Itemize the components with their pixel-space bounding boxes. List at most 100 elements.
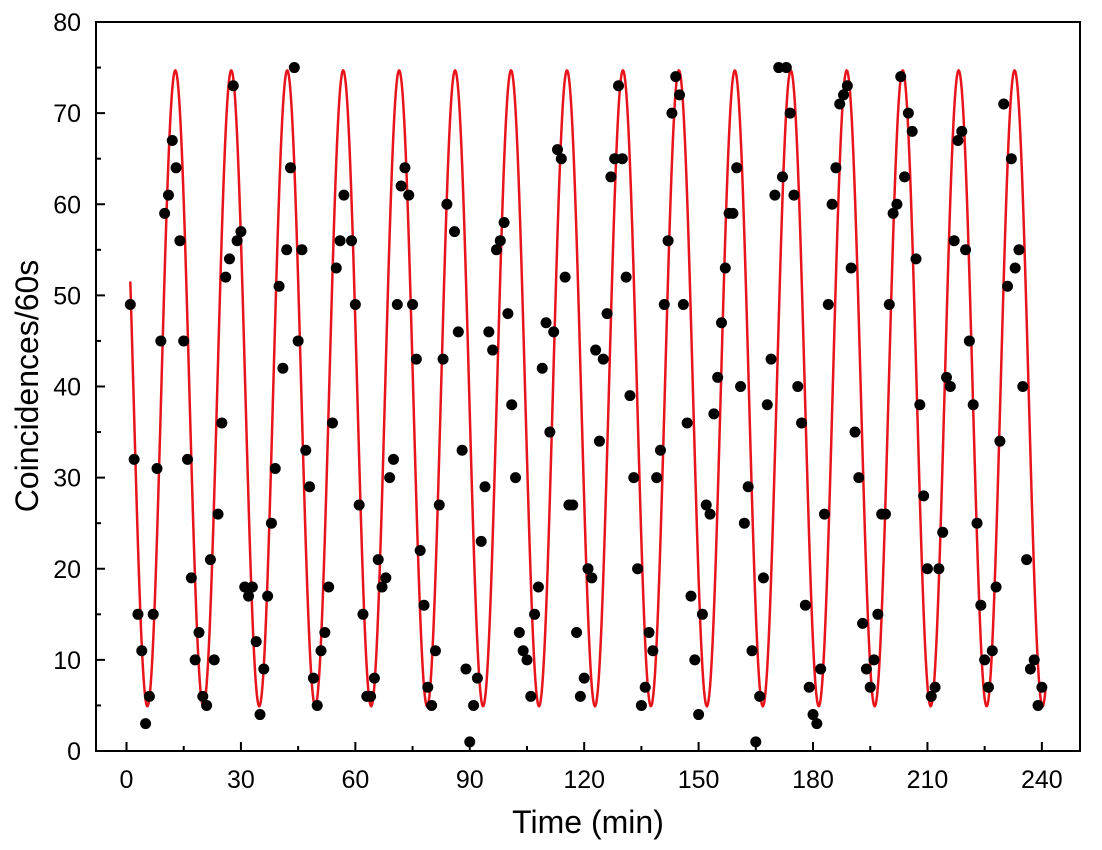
- data-point: [220, 271, 232, 283]
- data-point: [178, 335, 190, 347]
- data-point: [807, 709, 819, 721]
- data-point: [1036, 681, 1048, 693]
- x-tick-labels: 0 30 60 90 120 150 180 210 240: [120, 766, 1063, 794]
- data-point: [315, 645, 327, 657]
- data-point: [441, 198, 453, 210]
- data-point: [517, 645, 529, 657]
- data-point: [536, 362, 548, 374]
- data-point: [296, 244, 308, 256]
- data-point: [197, 690, 209, 702]
- data-point: [918, 490, 930, 502]
- x-tick-label: 240: [1021, 766, 1063, 794]
- data-point: [769, 189, 781, 201]
- data-point: [307, 672, 319, 684]
- data-point: [468, 699, 480, 711]
- data-point: [613, 80, 625, 92]
- data-point: [1017, 381, 1029, 392]
- y-tick-label: 10: [53, 647, 81, 675]
- data-point: [849, 426, 861, 438]
- data-point: [346, 235, 358, 247]
- data-point: [174, 235, 186, 247]
- x-tick-label: 0: [120, 766, 134, 794]
- data-point: [788, 189, 800, 201]
- data-point: [929, 681, 941, 693]
- data-point: [872, 608, 884, 620]
- data-point: [712, 371, 724, 383]
- data-point: [365, 690, 377, 702]
- ticks-layer: [96, 21, 1043, 752]
- data-point: [895, 71, 907, 83]
- data-point: [227, 80, 239, 92]
- data-point: [151, 463, 163, 475]
- data-point: [674, 89, 686, 101]
- data-point: [670, 71, 682, 83]
- data-point: [273, 280, 285, 292]
- data-point: [510, 472, 522, 484]
- data-point: [780, 62, 792, 74]
- data-point: [353, 499, 365, 511]
- data-point: [380, 572, 392, 584]
- data-point: [395, 180, 407, 192]
- data-point: [914, 399, 926, 411]
- data-point: [662, 235, 674, 247]
- data-point: [948, 235, 960, 247]
- data-point: [128, 453, 140, 465]
- data-point: [193, 627, 205, 639]
- data-point: [269, 463, 281, 475]
- data-point: [334, 235, 346, 247]
- data-point: [681, 417, 693, 429]
- data-point: [578, 672, 590, 684]
- data-point: [254, 709, 266, 721]
- data-point: [761, 399, 773, 411]
- data-point: [967, 399, 979, 411]
- data-point: [1032, 699, 1044, 711]
- data-point: [658, 298, 670, 310]
- x-tick-label: 180: [792, 766, 834, 794]
- data-point: [746, 645, 758, 657]
- data-point: [265, 517, 277, 529]
- data-point: [460, 663, 472, 675]
- data-point: [986, 645, 998, 657]
- data-point: [605, 171, 617, 183]
- data-point: [548, 326, 560, 338]
- data-point: [796, 417, 808, 429]
- data-point: [449, 226, 461, 238]
- data-point: [155, 335, 167, 347]
- data-point: [689, 654, 701, 666]
- data-point: [452, 326, 464, 338]
- data-point: [208, 654, 220, 666]
- data-point: [136, 645, 148, 657]
- data-point: [857, 617, 869, 629]
- data-point: [540, 317, 552, 329]
- data-point: [624, 390, 636, 402]
- data-point: [994, 435, 1006, 447]
- data-point: [628, 472, 640, 484]
- data-point: [838, 89, 850, 101]
- data-point: [357, 608, 369, 620]
- data-point: [715, 317, 727, 329]
- data-point: [544, 426, 556, 438]
- data-point: [494, 235, 506, 247]
- data-point: [319, 627, 331, 639]
- data-point: [170, 162, 182, 174]
- data-point: [262, 590, 274, 602]
- x-tick-label: 30: [227, 766, 255, 794]
- data-point: [906, 125, 918, 137]
- data-point: [483, 326, 495, 338]
- y-tick-label: 70: [53, 100, 81, 128]
- y-axis-title: Coincidences/60s: [9, 260, 45, 513]
- data-point: [616, 153, 628, 165]
- data-point: [479, 481, 491, 493]
- data-point: [300, 444, 312, 456]
- data-point: [426, 699, 438, 711]
- data-point: [666, 107, 678, 119]
- data-point: [784, 107, 796, 119]
- data-point: [620, 271, 632, 283]
- data-point: [956, 125, 968, 137]
- data-point: [338, 189, 350, 201]
- data-point: [403, 189, 415, 201]
- data-point: [281, 244, 293, 256]
- y-tick-label: 60: [53, 191, 81, 219]
- data-point: [590, 344, 602, 356]
